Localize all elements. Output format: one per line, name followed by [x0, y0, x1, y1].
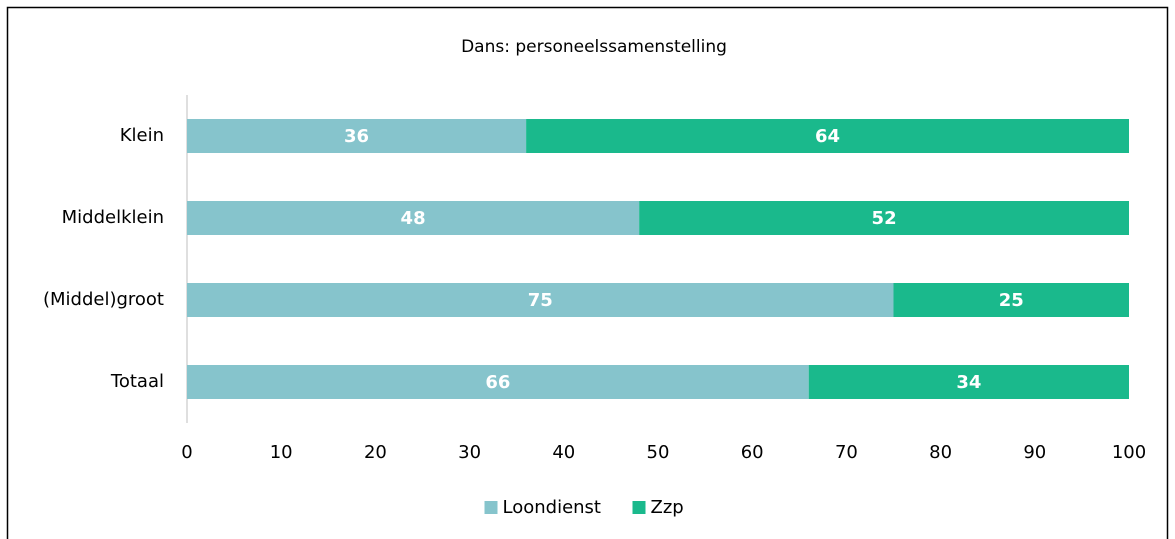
data-label: 48 — [401, 208, 426, 229]
bar-segment — [187, 201, 640, 235]
bar-segment — [893, 283, 1129, 317]
x-tick-label: 100 — [1112, 442, 1146, 463]
legend-label: Zzp — [651, 497, 684, 518]
bar-segment — [187, 119, 527, 153]
x-tick-label: 30 — [458, 442, 481, 463]
data-label: 75 — [528, 290, 553, 311]
bar-segment — [526, 119, 1129, 153]
data-label: 36 — [344, 126, 369, 147]
x-tick-label: 50 — [647, 442, 670, 463]
x-tick-label: 70 — [835, 442, 858, 463]
data-label: 52 — [872, 208, 897, 229]
bar-segment — [639, 201, 1129, 235]
data-label: 25 — [999, 290, 1024, 311]
y-tick-label: Middelklein — [62, 207, 164, 228]
data-label: 34 — [956, 372, 981, 393]
chart-frame — [6, 6, 1169, 539]
data-label: 66 — [485, 372, 510, 393]
x-tick-label: 80 — [929, 442, 952, 463]
legend-label: Loondienst — [503, 497, 602, 518]
x-tick-label: 10 — [270, 442, 293, 463]
chart-title: Dans: personeelssamenstelling — [461, 37, 727, 57]
y-tick-label: (Middel)groot — [43, 289, 164, 310]
bar-segment — [808, 365, 1129, 399]
x-tick-label: 90 — [1023, 442, 1046, 463]
bar-segment — [187, 283, 894, 317]
legend-swatch — [484, 501, 498, 514]
data-label: 64 — [815, 126, 840, 147]
x-tick-label: 40 — [552, 442, 575, 463]
x-tick-label: 60 — [741, 442, 764, 463]
y-tick-label: Totaal — [110, 371, 164, 392]
legend-swatch — [632, 501, 646, 514]
bar-segment — [187, 365, 809, 399]
x-tick-label: 20 — [364, 442, 387, 463]
x-tick-label: 0 — [181, 442, 192, 463]
y-tick-label: Klein — [120, 125, 164, 146]
